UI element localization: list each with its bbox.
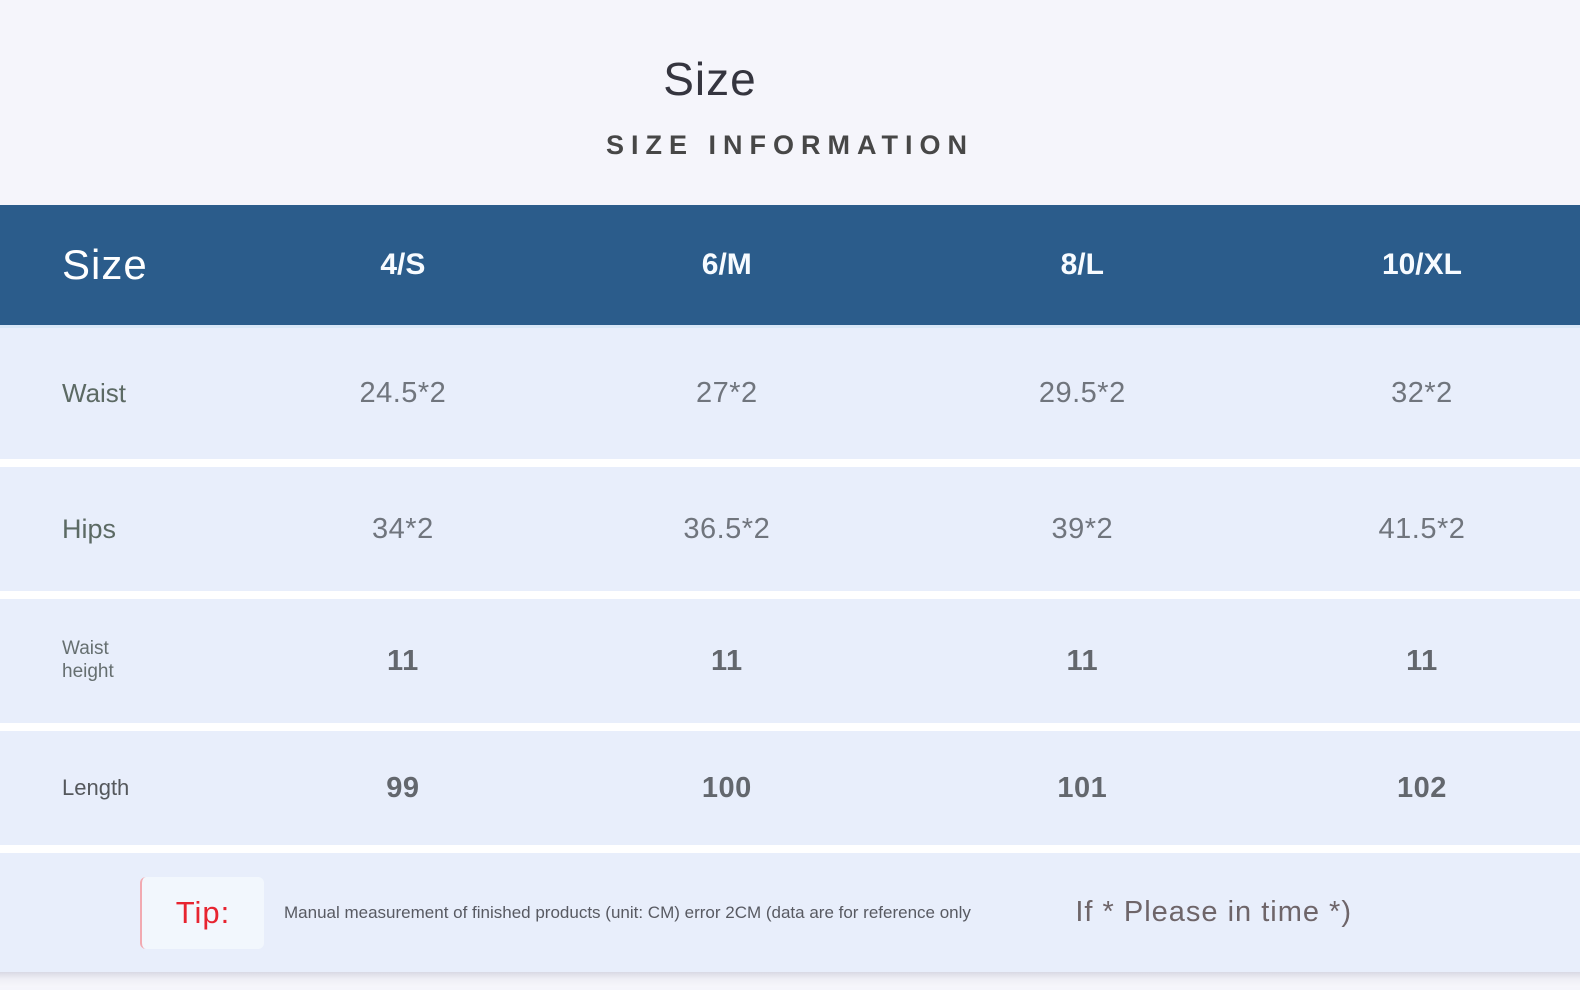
size-table-header: Size 4/S 6/M 8/L 10/XL bbox=[0, 205, 1580, 328]
waist-height-value-8l: 11 bbox=[1066, 644, 1099, 677]
hips-value-4s: 34*2 bbox=[372, 512, 434, 545]
waist-value-4s: 24.5*2 bbox=[359, 377, 447, 409]
length-value-4s: 99 bbox=[386, 771, 420, 804]
hips-value-8l: 39*2 bbox=[1051, 512, 1114, 545]
table-row-waist-height: Waist height 11 11 11 11 bbox=[0, 599, 1580, 723]
tip-note: Manual measurement of finished products … bbox=[284, 902, 971, 922]
column-header-8l: 8/L bbox=[1060, 248, 1104, 281]
table-row-length: Length 99 100 101 102 bbox=[0, 731, 1580, 845]
row-label-hips: Hips bbox=[62, 513, 117, 544]
length-value-6m: 100 bbox=[701, 771, 752, 804]
waist-value-8l: 29.5*2 bbox=[1038, 377, 1126, 409]
column-header-6m: 6/M bbox=[701, 248, 752, 281]
column-header-4s: 4/S bbox=[380, 248, 426, 281]
hips-value-10xl: 41.5*2 bbox=[1378, 512, 1466, 545]
tip-aside: If * Please in time *) bbox=[1075, 896, 1352, 928]
table-row-waist: Waist 24.5*2 27*2 29.5*2 32*2 bbox=[0, 328, 1580, 459]
tip-badge: Tip: bbox=[140, 876, 264, 949]
header-size-label: Size bbox=[62, 241, 148, 288]
size-table-body: Waist 24.5*2 27*2 29.5*2 32*2 Hips 34*2 … bbox=[0, 328, 1580, 972]
bottom-strip bbox=[0, 972, 1580, 987]
page-title: Size bbox=[663, 53, 757, 105]
length-value-8l: 101 bbox=[1057, 771, 1108, 804]
title-area: Size SIZE INFORMATION bbox=[0, 0, 1580, 205]
row-label-waist: Waist bbox=[62, 377, 127, 408]
waist-value-6m: 27*2 bbox=[695, 377, 758, 409]
length-value-10xl: 102 bbox=[1397, 771, 1447, 804]
column-header-10xl: 10/XL bbox=[1381, 248, 1462, 281]
table-row-hips: Hips 34*2 36.5*2 39*2 41.5*2 bbox=[0, 467, 1580, 591]
hips-value-6m: 36.5*2 bbox=[683, 512, 771, 545]
waist-height-value-6m: 11 bbox=[710, 644, 743, 677]
page-subtitle: SIZE INFORMATION bbox=[606, 130, 974, 160]
row-label-waist-height: Waist height bbox=[62, 638, 114, 682]
waist-height-value-4s: 11 bbox=[387, 644, 419, 677]
row-label-length: Length bbox=[62, 774, 130, 800]
waist-value-10xl: 32*2 bbox=[1391, 377, 1453, 409]
waist-height-value-10xl: 11 bbox=[1406, 644, 1438, 677]
tip-row: Tip: Manual measurement of finished prod… bbox=[0, 853, 1580, 972]
